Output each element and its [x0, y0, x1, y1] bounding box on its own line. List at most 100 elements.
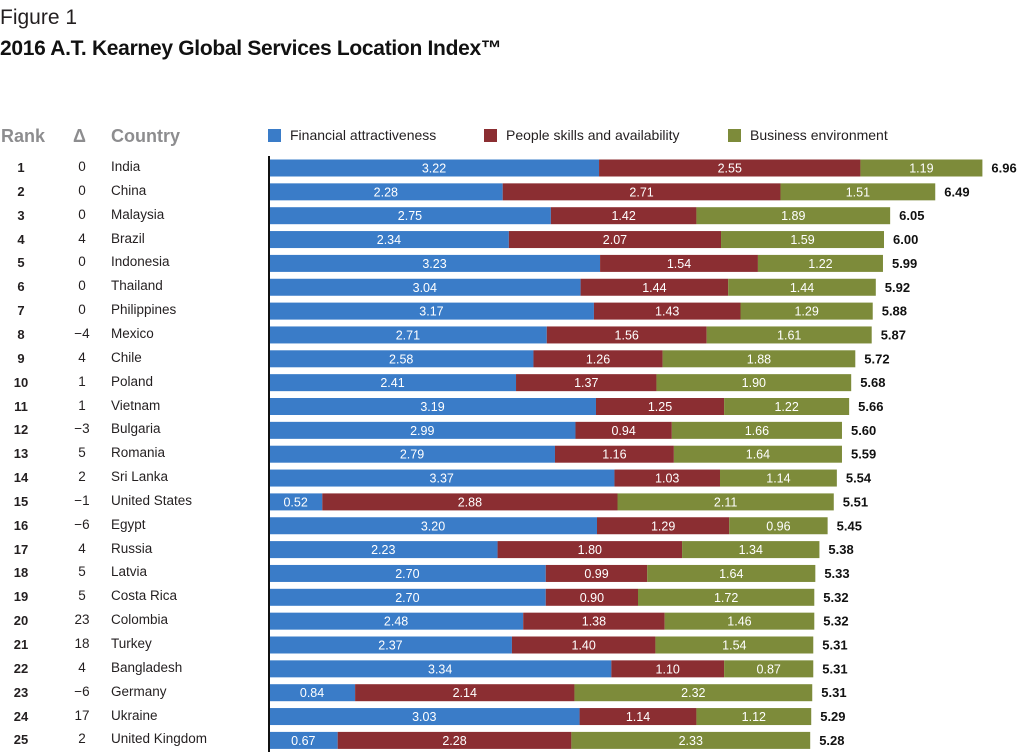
delta-cell: 4	[78, 540, 86, 556]
table-row: 15 −1 United States	[0, 490, 1024, 514]
delta-cell: −3	[74, 421, 90, 437]
rank-cell: 21	[13, 637, 29, 652]
country-label: Mexico	[111, 325, 154, 341]
country-label: United Kingdom	[111, 731, 208, 747]
delta-cell: 23	[74, 612, 90, 628]
table-row: 16 −6 Egypt	[0, 514, 1024, 538]
delta-cell: 1	[78, 373, 86, 389]
legend-label-business: Business environment	[750, 127, 888, 143]
rank-cell: 12	[13, 422, 29, 438]
rank-cell: 22	[13, 660, 29, 676]
rank-cell: 18	[13, 565, 29, 581]
country-label: Thailand	[111, 278, 163, 294]
table-row: 5 0 Indonesia	[0, 251, 1024, 275]
delta-cell: −4	[74, 325, 90, 341]
legend-item-business: Business environment	[728, 127, 888, 143]
table-row: 22 4 Bangladesh	[0, 657, 1024, 681]
table-row: 19 5 Costa Rica	[0, 585, 1024, 609]
country-label: Russia	[111, 540, 153, 556]
country-label: Germany	[111, 683, 167, 699]
delta-cell: 4	[78, 659, 86, 675]
table-row: 9 4 Chile	[0, 347, 1024, 371]
delta-cell: 5	[78, 564, 86, 580]
rank-cell: 23	[13, 684, 29, 700]
rank-cell: 20	[13, 613, 29, 629]
table-row: 2 0 China	[0, 180, 1024, 204]
country-label: Turkey	[111, 636, 152, 651]
delta-header: Δ	[73, 126, 86, 146]
delta-cell: 2	[78, 731, 86, 747]
country-header: Country	[111, 126, 180, 146]
chart-title: 2016 A.T. Kearney Global Services Locati…	[0, 37, 502, 60]
country-label: Sri Lanka	[111, 469, 169, 485]
table-row: 17 4 Russia	[0, 538, 1024, 562]
delta-cell: 0	[78, 278, 86, 294]
legend-label-financial: Financial attractiveness	[290, 127, 437, 143]
table-row: 12 −3 Bulgaria	[0, 418, 1024, 442]
table-row: 4 4 Brazil	[0, 228, 1024, 252]
rank-cell: 19	[13, 589, 29, 605]
rank-cell: 24	[13, 708, 29, 724]
country-label: Ukraine	[111, 707, 158, 723]
rank-cell: 16	[13, 517, 29, 533]
rank-cell: 2	[17, 183, 25, 199]
country-label: Chile	[111, 349, 142, 365]
rank-cell: 5	[17, 255, 25, 271]
rank-cell: 14	[13, 470, 29, 486]
table-row: 23 −6 Germany	[0, 681, 1024, 705]
delta-cell: 2	[78, 469, 86, 485]
country-label: Colombia	[111, 612, 169, 628]
legend-label-people: People skills and availability	[506, 127, 680, 143]
rank-cell: 10	[13, 374, 29, 390]
country-label: Philippines	[111, 302, 177, 318]
rank-cell: 25	[13, 732, 29, 748]
delta-cell: 4	[78, 230, 86, 246]
legend-item-financial: Financial attractiveness	[268, 127, 436, 143]
delta-cell: −6	[74, 683, 90, 699]
table-row: 20 23 Colombia	[0, 609, 1024, 633]
rank-header: Rank	[1, 126, 46, 146]
delta-cell: 0	[78, 254, 86, 270]
country-label: Bangladesh	[111, 659, 183, 675]
delta-cell: 5	[78, 445, 86, 461]
delta-cell: 18	[74, 636, 90, 651]
country-label: Romania	[111, 445, 166, 461]
delta-cell: 4	[78, 349, 86, 365]
legend-item-people: People skills and availability	[484, 127, 680, 143]
table-row: 10 1 Poland	[0, 371, 1024, 395]
rank-cell: 11	[14, 398, 28, 414]
delta-cell: 0	[78, 206, 86, 222]
rank-cell: 3	[17, 207, 25, 223]
rank-cell: 6	[17, 279, 25, 295]
rank-cell: 17	[13, 541, 29, 557]
delta-cell: 17	[74, 707, 90, 723]
table-row: 3 0 Malaysia	[0, 204, 1024, 228]
delta-cell: −6	[74, 516, 90, 532]
country-label: Latvia	[111, 564, 148, 580]
table-row: 13 5 Romania	[0, 442, 1024, 466]
rank-cell: 8	[17, 326, 25, 342]
table-row: 24 17 Ukraine	[0, 705, 1024, 729]
delta-cell: 5	[78, 588, 86, 604]
country-label: Vietnam	[111, 397, 161, 413]
table-row: 14 2 Sri Lanka	[0, 466, 1024, 490]
country-label: Egypt	[111, 516, 146, 532]
table-row: 6 0 Thailand	[0, 275, 1024, 299]
legend-swatch-financial	[268, 128, 281, 142]
rank-cell: 7	[17, 303, 25, 319]
table-row: 25 2 United Kingdom	[0, 728, 1024, 752]
table-row: 21 18 Turkey	[0, 633, 1024, 657]
rank-cell: 13	[13, 446, 29, 462]
rank-cell: 15	[13, 493, 29, 509]
country-label: Poland	[111, 373, 154, 389]
legend-swatch-people	[484, 128, 497, 142]
table-row: 11 1 Vietnam	[0, 395, 1024, 419]
country-label: Malaysia	[111, 206, 165, 222]
table-row: 1 0 India	[0, 156, 1024, 180]
rank-cell: 9	[17, 350, 25, 366]
table-row: 18 5 Latvia	[0, 561, 1024, 585]
table-row: 8 −4 Mexico	[0, 323, 1024, 347]
delta-cell: 1	[78, 397, 86, 413]
country-label: Indonesia	[111, 254, 170, 270]
country-label: India	[111, 159, 141, 174]
